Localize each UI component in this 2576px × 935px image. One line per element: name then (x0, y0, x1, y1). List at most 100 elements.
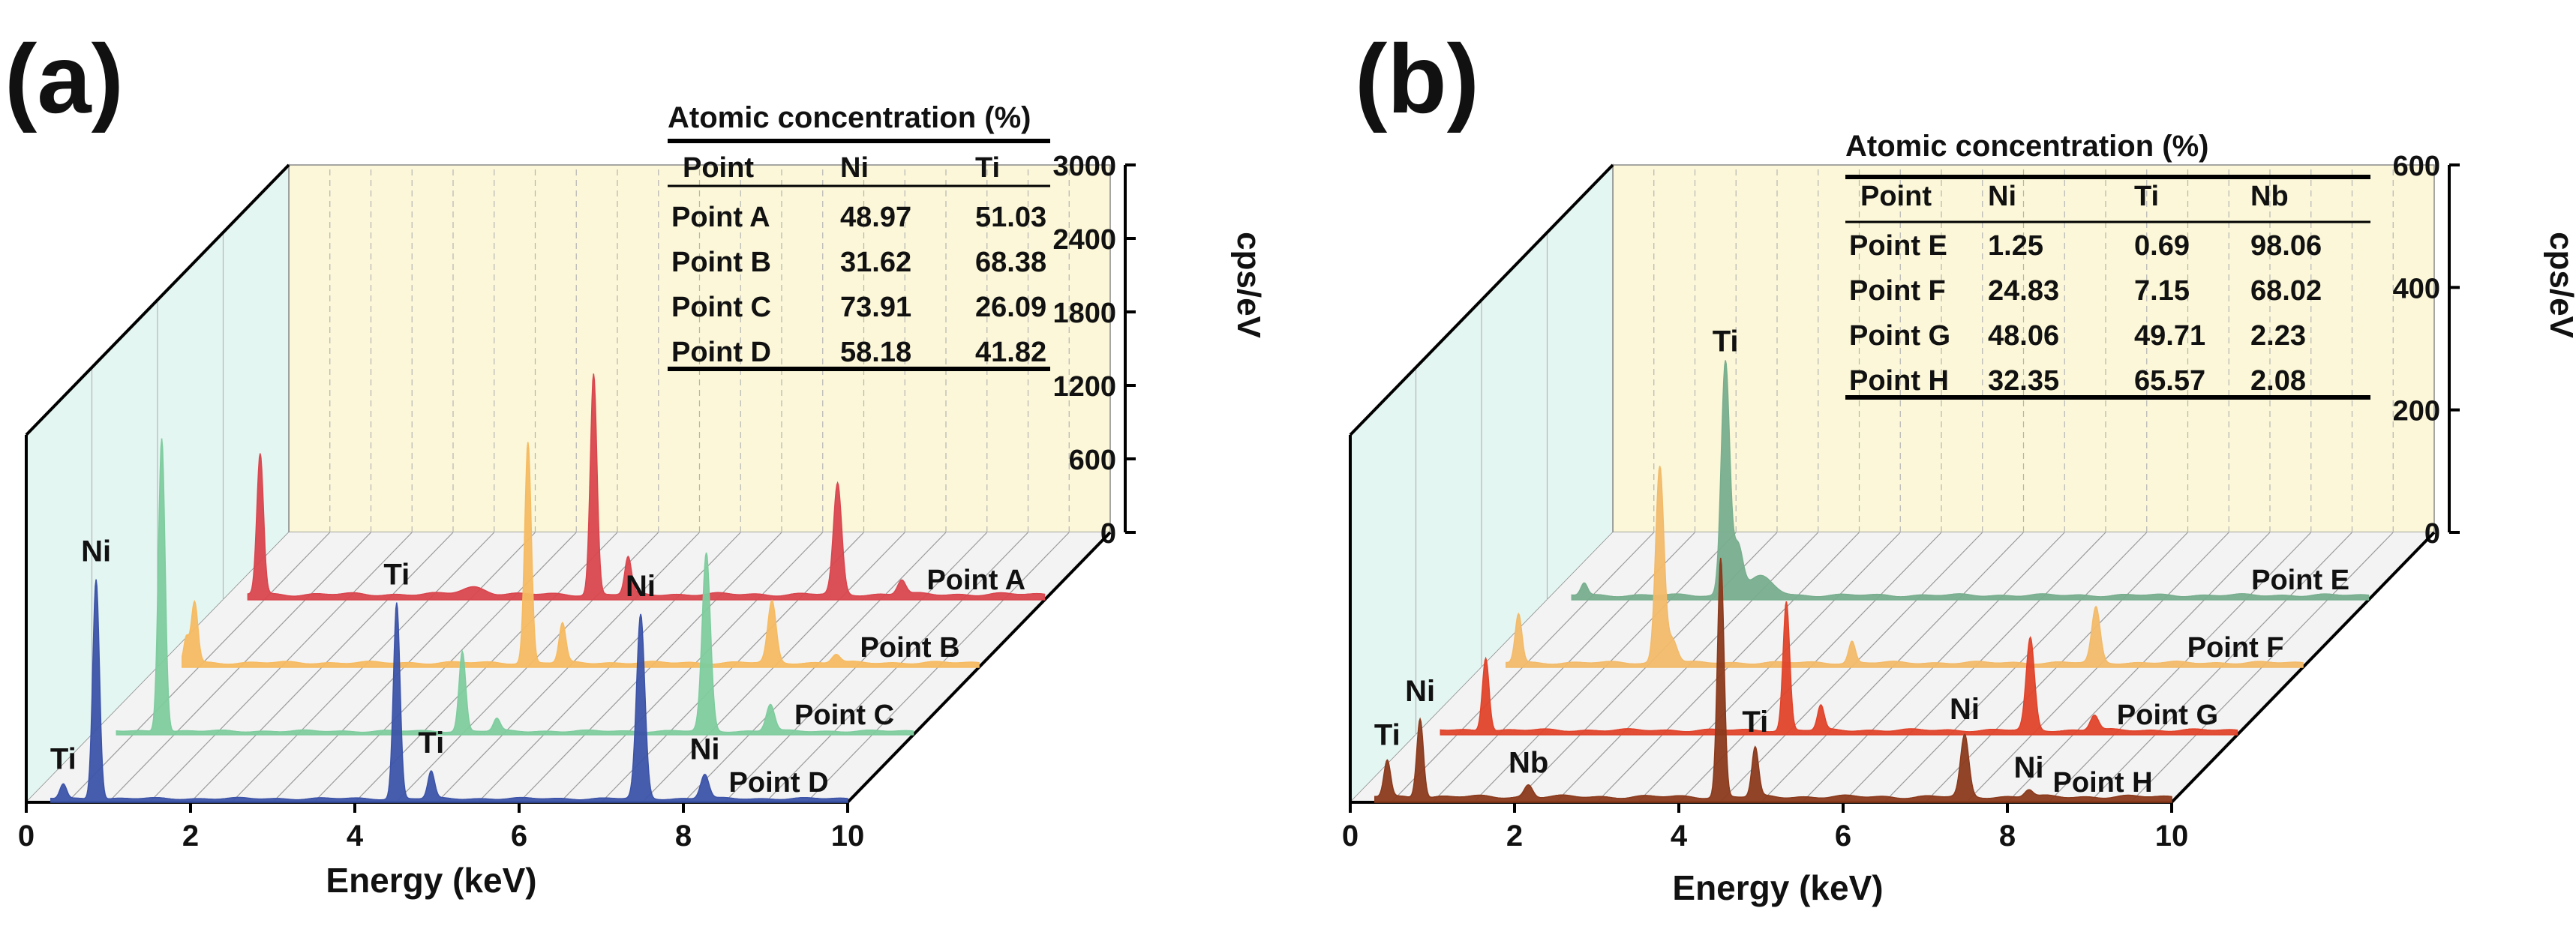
series-point-d (50, 579, 848, 803)
peak-label: Ni (689, 733, 719, 766)
series-point-a (247, 373, 1046, 601)
peak-label: Ti (1742, 706, 1768, 739)
table-header-cell: Point (1860, 181, 1932, 212)
table-cell: 98.06 (2250, 230, 2322, 262)
table-cell: 24.83 (1988, 275, 2059, 307)
peak-label: Ti (1374, 718, 1401, 751)
table-cell: Point F (1849, 275, 1946, 307)
series-point-c (116, 438, 914, 736)
series-label: Point C (794, 700, 894, 731)
table-header-cell: Ti (2134, 181, 2159, 212)
table-cell: Point H (1849, 365, 1949, 397)
peak-label: Ni (81, 535, 111, 568)
table-header-cell: Nb (2250, 181, 2289, 212)
y-tick-label: 1800 (1052, 298, 1116, 329)
series-label: Point G (2117, 700, 2218, 731)
x-tick-label: 0 (18, 820, 35, 853)
peak-label: Ni (2013, 751, 2043, 784)
peak-label: Ni (1405, 675, 1435, 708)
x-tick-label: 0 (1342, 820, 1359, 853)
y-axis-title: cps/eV (2543, 232, 2576, 339)
table-cell: 1.25 (1988, 230, 2043, 262)
table-cell: Point E (1849, 230, 1947, 262)
plot-area: 060012001800240030000246810Point APoint … (18, 151, 1136, 853)
table-cell: 51.03 (975, 202, 1046, 233)
table-header: Point Ni Ti Nb (1860, 181, 2289, 212)
peak-label: Ni (1950, 693, 1980, 726)
table-cell: 32.35 (1988, 365, 2059, 397)
x-tick-label: 10 (2155, 820, 2189, 853)
x-tick-label: 4 (347, 820, 364, 853)
x-tick-label: 2 (1506, 820, 1523, 853)
y-tick-label: 3000 (1052, 151, 1116, 182)
x-tick-label: 10 (831, 820, 865, 853)
table-body: Point E 1.25 0.69 98.06 Point F 24.83 7.15 68.0… (1849, 230, 2322, 397)
x-tick-label: 8 (1999, 820, 2016, 853)
y-axis-title: cps/eV (1230, 232, 1267, 339)
peak-label: Ni (626, 570, 656, 603)
table-cell: 41.82 (975, 337, 1046, 368)
series-label: Point D (729, 767, 829, 799)
peak-label: Ti (383, 559, 410, 592)
panel-label: (b) (1355, 24, 1479, 133)
series-label: Point H (2053, 767, 2153, 799)
series-label: Point A (926, 565, 1025, 596)
series-point-f (1506, 466, 2304, 668)
x-tick-label: 6 (1835, 820, 1851, 853)
panel-b: (b) Energy (keV) cps/eV 0200400600024681… (1342, 24, 2576, 907)
x-tick-label: 2 (182, 820, 199, 853)
x-tick-label: 4 (1671, 820, 1688, 853)
data-table: Atomic concentration (%) Point Ni Ti Nb Poi… (1845, 130, 2370, 400)
y-tick-label: 1200 (1052, 371, 1116, 403)
peak-label: Nb (1509, 747, 1548, 780)
peak-label: Ti (50, 742, 77, 775)
top-edge-line (25, 163, 290, 436)
table-cell: 7.15 (2134, 275, 2190, 307)
y-tick-label: 600 (2393, 151, 2440, 182)
table-cell: 68.02 (2250, 275, 2322, 307)
table-cell: 73.91 (840, 292, 911, 323)
table-cell: 68.38 (975, 247, 1046, 278)
data-table: Atomic concentration (%) Point Ni Ti Point… (668, 101, 1050, 371)
table-cell: Point B (671, 247, 771, 278)
peak-label: Ti (1713, 325, 1739, 358)
y-tick-label: 200 (2393, 396, 2440, 427)
y-tick-label: 600 (1069, 445, 1116, 476)
table-title: Atomic concentration (%) (668, 101, 1031, 134)
y-tick-label: 400 (2393, 273, 2440, 304)
table-cell: 2.23 (2250, 320, 2306, 352)
table-cell: 65.57 (2134, 365, 2205, 397)
table-cell: 48.06 (1988, 320, 2059, 352)
table-cell: 26.09 (975, 292, 1046, 323)
table-header-cell: Ti (975, 152, 1000, 184)
table-cell: 48.97 (840, 202, 911, 233)
table-title: Atomic concentration (%) (1845, 130, 2208, 163)
table-cell: 58.18 (840, 337, 911, 368)
x-tick-label: 6 (511, 820, 527, 853)
table-cell: Point D (671, 337, 771, 368)
series-point-h (1374, 557, 2172, 803)
table-cell: 31.62 (840, 247, 911, 278)
x-tick-label: 8 (675, 820, 692, 853)
table-cell: 2.08 (2250, 365, 2306, 397)
table-header-cell: Ni (1988, 181, 2016, 212)
table-cell: 49.71 (2134, 320, 2205, 352)
table-cell: Point G (1849, 320, 1950, 352)
table-header-cell: Point (683, 152, 754, 184)
table-header: Point Ni Ti (683, 152, 1000, 184)
panel-label: (a) (5, 24, 124, 133)
table-cell: 0.69 (2134, 230, 2190, 262)
table-header-cell: Ni (840, 152, 869, 184)
table-body: Point A 48.97 51.03 Point B 31.62 68.38 Point … (671, 202, 1046, 368)
table-cell: Point A (671, 202, 770, 233)
table-cell: Point C (671, 292, 771, 323)
series-label: Point B (860, 632, 960, 664)
x-axis-title: Energy (keV) (1672, 868, 1883, 907)
series-point-e (1571, 360, 2370, 601)
peak-label: Ti (418, 727, 444, 760)
x-axis-title: Energy (keV) (326, 861, 536, 900)
series-label: Point F (2187, 632, 2284, 664)
series-label: Point E (2251, 565, 2349, 596)
